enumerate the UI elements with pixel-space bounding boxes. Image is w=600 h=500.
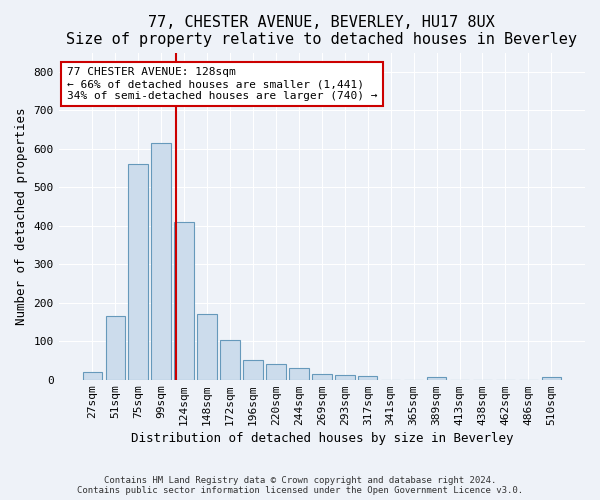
Title: 77, CHESTER AVENUE, BEVERLEY, HU17 8UX
Size of property relative to detached hou: 77, CHESTER AVENUE, BEVERLEY, HU17 8UX S… bbox=[67, 15, 577, 48]
Bar bbox=[106, 316, 125, 380]
Bar bbox=[175, 222, 194, 380]
Bar bbox=[151, 143, 171, 380]
Bar bbox=[128, 164, 148, 380]
X-axis label: Distribution of detached houses by size in Beverley: Distribution of detached houses by size … bbox=[131, 432, 513, 445]
Bar bbox=[266, 364, 286, 380]
Bar bbox=[335, 374, 355, 380]
Bar bbox=[312, 374, 332, 380]
Text: 77 CHESTER AVENUE: 128sqm
← 66% of detached houses are smaller (1,441)
34% of se: 77 CHESTER AVENUE: 128sqm ← 66% of detac… bbox=[67, 68, 377, 100]
Bar bbox=[358, 376, 377, 380]
Bar bbox=[243, 360, 263, 380]
Bar bbox=[197, 314, 217, 380]
Bar bbox=[83, 372, 102, 380]
Text: Contains HM Land Registry data © Crown copyright and database right 2024.
Contai: Contains HM Land Registry data © Crown c… bbox=[77, 476, 523, 495]
Bar bbox=[289, 368, 308, 380]
Bar bbox=[542, 376, 561, 380]
Bar bbox=[427, 376, 446, 380]
Y-axis label: Number of detached properties: Number of detached properties bbox=[15, 108, 28, 325]
Bar bbox=[220, 340, 240, 380]
